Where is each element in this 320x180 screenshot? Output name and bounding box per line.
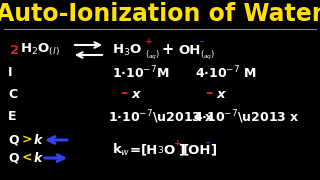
Text: Auto-Ionization of Water: Auto-Ionization of Water [0,2,320,26]
Text: [H: [H [141,143,158,156]
Text: x: x [217,89,226,102]
Text: +: + [162,42,174,57]
Text: >: > [22,134,33,147]
Text: +: + [174,138,182,147]
Text: –: – [206,138,211,147]
Text: [OH: [OH [183,143,212,156]
Text: I: I [8,66,12,80]
Text: 4·10$^{-7}$ M: 4·10$^{-7}$ M [195,65,257,81]
Text: 4·10$^{-7}$\u2013 x: 4·10$^{-7}$\u2013 x [193,108,300,126]
Text: =: = [130,143,141,156]
Text: 2: 2 [10,44,19,57]
Text: C: C [8,89,17,102]
Text: ]: ] [210,143,216,156]
Text: 1·10$^{-7}$\u2013 x: 1·10$^{-7}$\u2013 x [108,108,215,126]
Text: E: E [8,111,17,123]
Text: $(_{aq})$: $(_{aq})$ [200,48,215,62]
Text: –: – [200,37,204,46]
Text: O: O [163,143,174,156]
Text: +: + [145,37,153,46]
Text: OH: OH [178,44,200,57]
Text: k: k [34,152,42,165]
Text: H$_2$O$_{(l)}$: H$_2$O$_{(l)}$ [20,42,60,58]
Text: Q: Q [8,152,19,165]
Text: x: x [132,89,140,102]
Text: $_3$: $_3$ [157,143,164,156]
Text: <: < [22,152,33,165]
Text: k: k [34,134,42,147]
Text: H$_3$O: H$_3$O [112,42,142,58]
Text: –: – [205,86,212,100]
Text: k$_w$: k$_w$ [112,142,131,158]
Text: ]: ] [178,143,184,156]
Text: Q: Q [8,134,19,147]
Text: $(_{aq})$: $(_{aq})$ [145,48,160,62]
Text: 1·10$^{-7}$M: 1·10$^{-7}$M [112,65,170,81]
Text: –: – [120,86,127,100]
